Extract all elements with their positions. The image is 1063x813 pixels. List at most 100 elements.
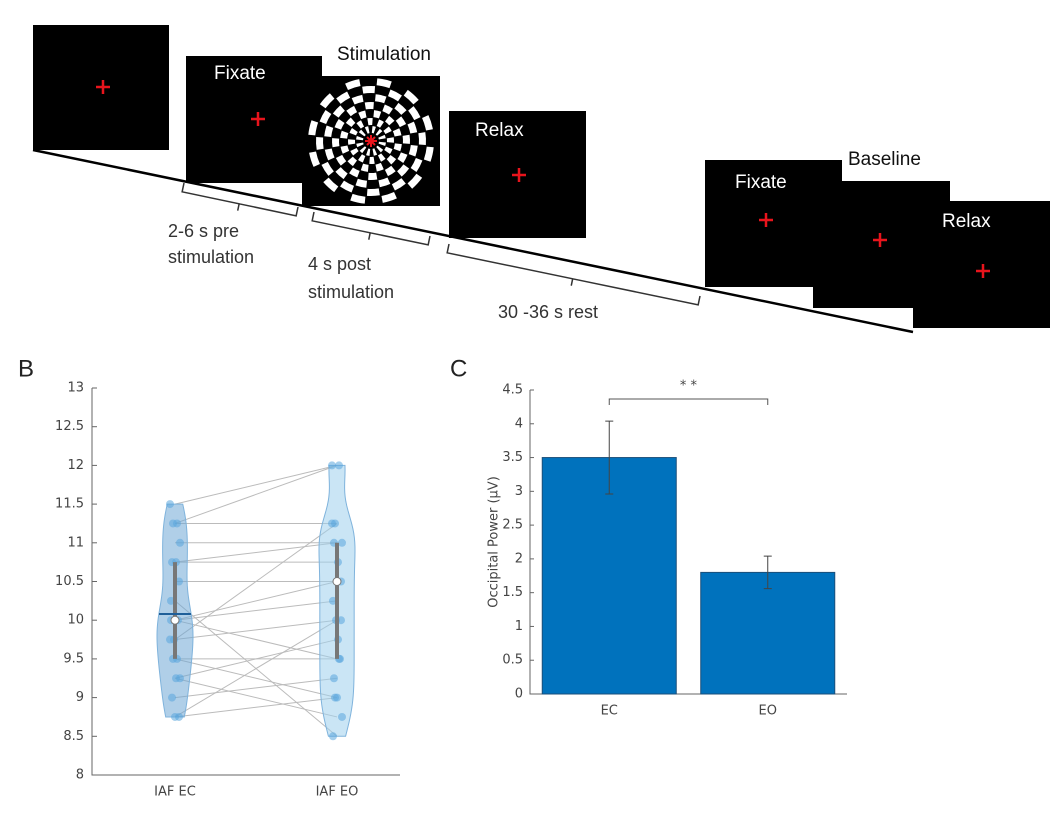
y-tick-label: 9.5 — [63, 651, 84, 666]
checker-segment — [407, 121, 418, 134]
fixation-cross — [512, 168, 526, 182]
y-tick-label: 0.5 — [502, 653, 523, 668]
checker-segment — [375, 128, 383, 136]
checker-segment — [376, 145, 384, 153]
data-point — [169, 519, 177, 528]
checker-segment — [387, 89, 402, 102]
screen-label: Relax — [942, 211, 991, 232]
fixation-cross — [873, 233, 887, 247]
pair-line — [174, 600, 338, 737]
checker-segment — [349, 167, 360, 178]
checker-segment — [319, 93, 335, 109]
checker-segment — [358, 154, 366, 163]
interval-label: stimulation — [168, 247, 254, 267]
checker-segment — [378, 141, 386, 146]
checker-segment — [383, 126, 392, 135]
y-tick-label: 10 — [67, 613, 84, 628]
x-tick-label: IAF EO — [316, 785, 359, 800]
y-tick-label: 1.5 — [502, 585, 523, 600]
checker-segment — [356, 136, 364, 141]
y-tick-label: 0 — [515, 687, 523, 702]
interval-brace — [311, 211, 431, 246]
data-point — [176, 538, 184, 547]
checker-segment — [408, 144, 418, 157]
fixation-cross — [251, 112, 265, 126]
fixation-cross — [96, 80, 110, 94]
checker-segment — [364, 102, 374, 110]
checker-segment — [308, 120, 319, 136]
checker-segment — [316, 136, 324, 150]
significance-bracket — [608, 398, 769, 405]
timeline — [32, 148, 914, 334]
y-tick-label: 4 — [515, 416, 523, 431]
checker-segment — [386, 155, 397, 165]
interval-label: stimulation — [308, 282, 394, 302]
pair-line — [174, 600, 338, 621]
checker-segment — [375, 162, 384, 172]
x-tick-label: EC — [601, 704, 618, 719]
panel-label: C — [450, 355, 467, 382]
pair-line — [174, 619, 338, 641]
checker-segment — [335, 167, 348, 180]
checker-segment — [351, 94, 364, 105]
checker-segment — [403, 89, 419, 105]
checker-segment — [393, 143, 402, 152]
y-tick-label: 3.5 — [502, 450, 523, 465]
checker-segment — [366, 148, 371, 156]
data-point — [328, 461, 336, 470]
data-point — [172, 674, 180, 683]
checker-segment — [323, 177, 339, 193]
checker-segment — [358, 110, 367, 120]
checker-segment — [356, 142, 364, 148]
x-tick-label: IAF EC — [154, 785, 196, 800]
checker-segment — [340, 180, 355, 193]
checker-segment — [384, 165, 396, 177]
bar — [541, 457, 677, 695]
checker-segment — [376, 119, 384, 128]
data-point — [333, 693, 341, 702]
checker-segment — [391, 178, 406, 191]
data-point — [328, 519, 336, 528]
pair-line — [174, 677, 338, 718]
y-tick-label: 10.5 — [55, 574, 84, 589]
error-bar — [605, 420, 614, 495]
checker-segment — [346, 105, 358, 117]
pair-line — [174, 581, 338, 621]
y-tick-label: 9 — [76, 690, 84, 705]
checker-segment — [374, 94, 387, 104]
pair-line — [174, 464, 338, 505]
y-tick-label: 12.5 — [55, 419, 84, 434]
y-tick-label: 1 — [515, 619, 523, 634]
x-tick-label: EO — [759, 704, 777, 719]
checker-segment — [332, 138, 340, 148]
significance-label: * * — [680, 379, 698, 394]
checker-segment — [397, 152, 408, 163]
checker-segment — [377, 153, 386, 162]
checker-segment — [410, 157, 423, 172]
checker-segment — [332, 105, 345, 118]
checker-segment — [309, 151, 320, 167]
y-tick-label: 11.5 — [55, 497, 84, 512]
checker-segment — [360, 163, 369, 172]
checker-segment — [350, 193, 366, 204]
checker-segment — [324, 148, 335, 161]
checker-segment — [350, 147, 359, 156]
checker-segment — [369, 156, 375, 164]
checker-segment — [345, 117, 356, 127]
checker-segment — [381, 192, 397, 203]
data-point — [329, 732, 337, 741]
checker-segment — [392, 128, 402, 137]
checker-segment — [358, 129, 366, 137]
checker-segment — [348, 139, 356, 145]
data-point — [338, 712, 346, 721]
y-tick-label: 8 — [76, 768, 84, 783]
checker-segment — [334, 119, 345, 130]
y-tick-label: 4.5 — [502, 383, 523, 398]
checker-segment — [356, 120, 365, 129]
checker-segment — [349, 128, 358, 136]
checker-segment — [367, 117, 373, 126]
y-tick-label: 3 — [515, 484, 523, 499]
checker-segment — [385, 115, 395, 126]
checker-segment — [347, 156, 357, 167]
